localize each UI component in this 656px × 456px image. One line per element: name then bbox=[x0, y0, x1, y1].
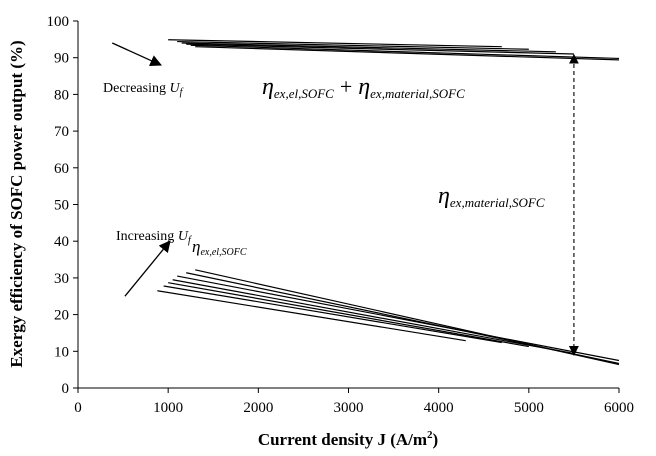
y-tick-label: 90 bbox=[54, 51, 69, 67]
eta-material-label: ηex,material,SOFC bbox=[438, 183, 545, 210]
decreasing-uf-arrow bbox=[111, 42, 163, 67]
eta-sum-label: ηex,el,SOFC + ηex,material,SOFC bbox=[262, 74, 465, 101]
series-line-lower-1 bbox=[157, 290, 466, 342]
eta-el-label: ηex,el,SOFC bbox=[192, 237, 247, 258]
y-tick-label: 20 bbox=[54, 308, 69, 324]
x-tick-label: 0 bbox=[74, 400, 82, 416]
series-line-lower-7 bbox=[195, 269, 620, 366]
series-line-upper-6 bbox=[195, 46, 620, 61]
increasing-uf-label: Increasing Uf bbox=[116, 229, 192, 246]
series-line-lower-3 bbox=[168, 282, 529, 348]
x-ticks: 0 1000 2000 3000 4000 5000 6000 bbox=[74, 388, 634, 416]
series-line-upper-2 bbox=[177, 40, 529, 50]
series-line-lower-4 bbox=[172, 279, 575, 355]
y-tick-label: 70 bbox=[54, 124, 69, 140]
x-tick-label: 2000 bbox=[243, 400, 273, 416]
x-tick-label: 6000 bbox=[604, 400, 634, 416]
series-line-lower-5 bbox=[177, 275, 620, 362]
annotations: Decreasing Uf Increasing Uf ηex,el,SOFC … bbox=[103, 42, 579, 356]
x-tick-label: 4000 bbox=[424, 400, 454, 416]
y-tick-label: 40 bbox=[54, 234, 69, 250]
x-tick-label: 5000 bbox=[514, 400, 544, 416]
y-tick-label: 10 bbox=[54, 344, 69, 360]
x-axis-title: Current density J (A/m2) bbox=[258, 429, 438, 449]
y-ticks: 0 10 20 30 40 50 60 70 80 90 100 bbox=[47, 14, 78, 397]
y-tick-label: 80 bbox=[54, 87, 69, 103]
series-line-upper-5 bbox=[190, 44, 620, 60]
y-axis-title: Exergy efficiency of SOFC power output (… bbox=[7, 40, 26, 367]
y-tick-label: 100 bbox=[47, 14, 70, 30]
increasing-uf-arrow bbox=[124, 240, 171, 297]
x-tick-label: 1000 bbox=[153, 400, 183, 416]
y-tick-label: 30 bbox=[54, 271, 69, 287]
series-line-upper-1 bbox=[168, 39, 502, 48]
y-tick-label: 60 bbox=[54, 161, 69, 177]
series-line-upper-3 bbox=[181, 42, 556, 53]
decreasing-uf-label: Decreasing Uf bbox=[103, 81, 184, 98]
y-tick-label: 0 bbox=[62, 381, 70, 397]
series-group-lower bbox=[157, 269, 620, 366]
x-tick-label: 3000 bbox=[334, 400, 364, 416]
series-line-lower-2 bbox=[163, 285, 502, 344]
y-tick-label: 50 bbox=[54, 198, 69, 214]
series-line-upper-4 bbox=[186, 43, 574, 55]
series-group-upper bbox=[168, 39, 620, 61]
